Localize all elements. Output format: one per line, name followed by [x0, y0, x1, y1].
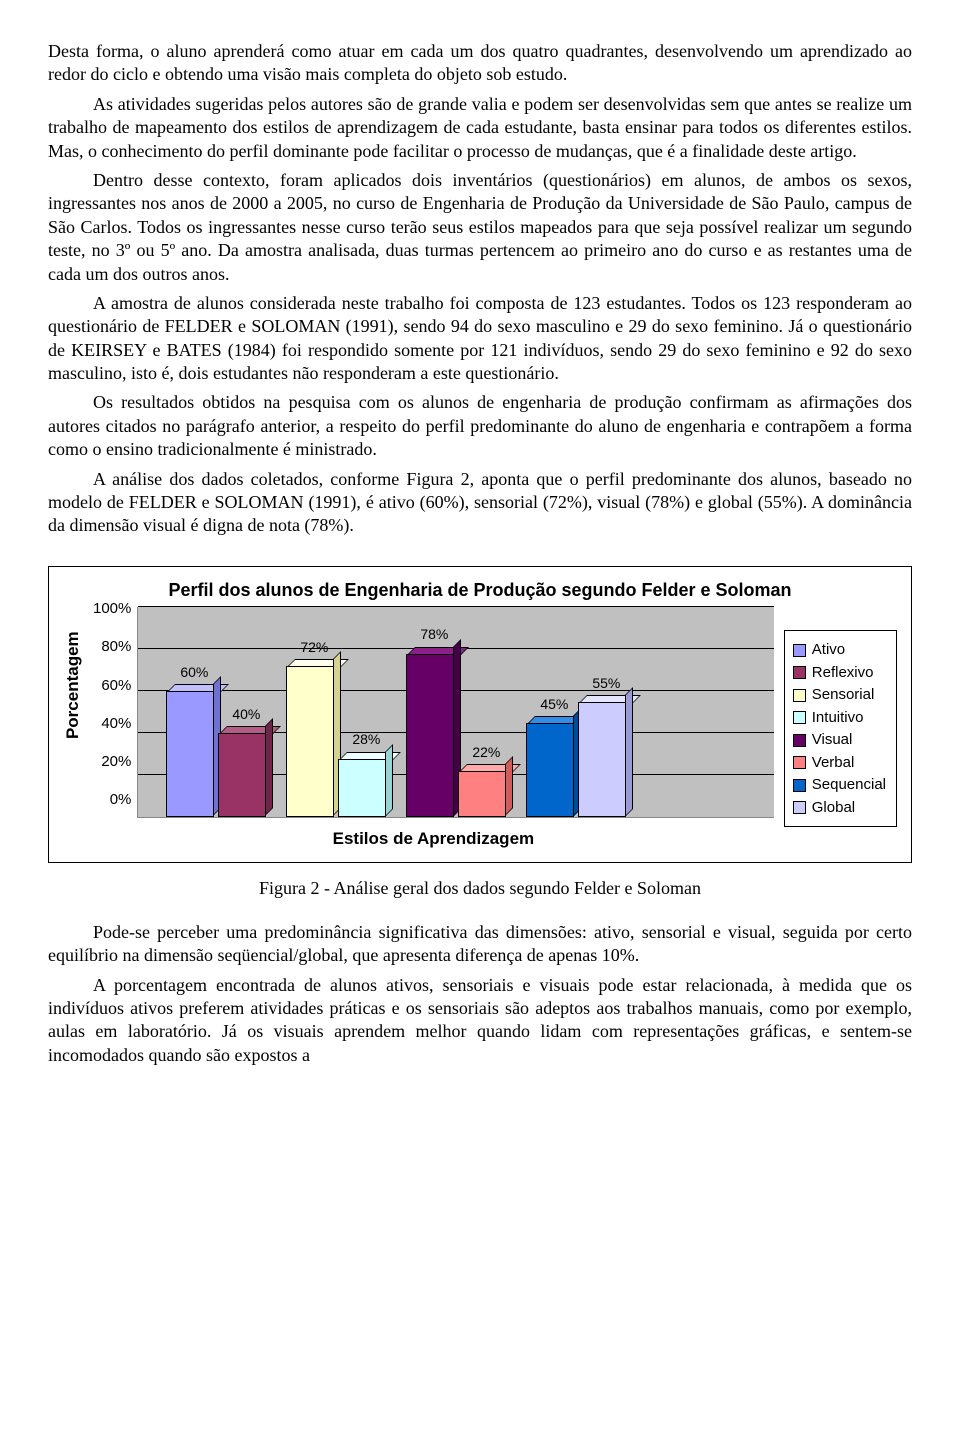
chart-y-ticks: 100% 80% 60% 40% 20% 0%	[93, 599, 137, 809]
chart-legend-item: Visual	[793, 730, 886, 750]
chart-legend-item: Reflexivo	[793, 663, 886, 683]
chart-y-axis-label: Porcentagem	[62, 719, 84, 739]
legend-label: Ativo	[812, 640, 845, 660]
chart-legend-item: Sequencial	[793, 775, 886, 795]
chart-title: Perfil dos alunos de Engenharia de Produ…	[63, 579, 897, 602]
chart-bar-value-label: 72%	[289, 638, 339, 656]
legend-label: Sensorial	[812, 685, 875, 705]
chart-bar	[406, 654, 454, 818]
chart-legend-item: Sensorial	[793, 685, 886, 705]
chart-bar	[286, 666, 334, 817]
legend-label: Reflexivo	[812, 663, 874, 683]
chart-bar-value-label: 40%	[221, 705, 271, 723]
paragraph: A porcentagem encontrada de alunos ativo…	[48, 974, 912, 1068]
chart-legend-item: Intuitivo	[793, 708, 886, 728]
chart-bar-value-label: 60%	[169, 663, 219, 681]
paragraph: A amostra de alunos considerada neste tr…	[48, 292, 912, 386]
chart-bar-value-label: 45%	[529, 695, 579, 713]
chart-legend-item: Verbal	[793, 753, 886, 773]
chart-plot-area: 60% 40% 72% 28% 78% 22% 45%55%	[137, 607, 773, 818]
legend-swatch-icon	[793, 801, 806, 814]
chart-bar	[578, 702, 626, 818]
legend-swatch-icon	[793, 644, 806, 657]
paragraph: A análise dos dados coletados, conforme …	[48, 468, 912, 538]
paragraph: Dentro desse contexto, foram aplicados d…	[48, 169, 912, 286]
legend-label: Verbal	[812, 753, 855, 773]
chart-y-tick: 60%	[101, 676, 131, 696]
chart-bar-value-label: 28%	[341, 730, 391, 748]
chart-bar-value-label: 55%	[581, 674, 631, 692]
chart-legend-item: Global	[793, 798, 886, 818]
paragraph: Pode-se perceber uma predominância signi…	[48, 921, 912, 968]
chart-y-tick: 40%	[101, 714, 131, 734]
chart-bar-value-label: 78%	[409, 625, 459, 643]
chart-y-tick: 80%	[101, 637, 131, 657]
legend-label: Global	[812, 798, 855, 818]
legend-swatch-icon	[793, 666, 806, 679]
chart-bar	[338, 759, 386, 818]
chart-legend-item: Ativo	[793, 640, 886, 660]
chart-bar	[458, 771, 506, 817]
chart-bar-value-label: 22%	[461, 743, 511, 761]
chart-container: Perfil dos alunos de Engenharia de Produ…	[48, 566, 912, 864]
legend-swatch-icon	[793, 689, 806, 702]
legend-swatch-icon	[793, 779, 806, 792]
paragraph: Desta forma, o aluno aprenderá como atua…	[48, 40, 912, 87]
chart-x-axis-label: Estilos de Aprendizagem	[93, 828, 774, 850]
legend-label: Intuitivo	[812, 708, 864, 728]
chart-y-tick: 100%	[93, 599, 131, 619]
legend-swatch-icon	[793, 711, 806, 724]
chart-y-tick: 0%	[110, 790, 132, 810]
paragraph: As atividades sugeridas pelos autores sã…	[48, 93, 912, 163]
chart-y-tick: 20%	[101, 752, 131, 772]
chart-bar	[526, 723, 574, 818]
chart-bar	[218, 733, 266, 817]
paragraph: Os resultados obtidos na pesquisa com os…	[48, 391, 912, 461]
chart-legend: Ativo ReflexivoSensorial IntuitivoVisual Ve…	[784, 630, 897, 827]
legend-swatch-icon	[793, 734, 806, 747]
legend-label: Sequencial	[812, 775, 886, 795]
legend-label: Visual	[812, 730, 853, 750]
chart-bar	[166, 691, 214, 817]
figure-caption: Figura 2 - Análise geral dos dados segun…	[48, 877, 912, 900]
legend-swatch-icon	[793, 756, 806, 769]
